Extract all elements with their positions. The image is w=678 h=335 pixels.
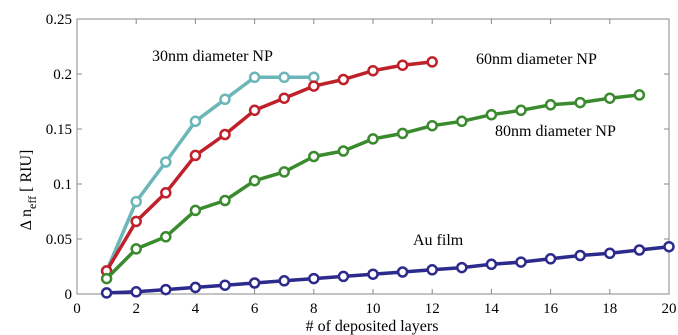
y-tick-label: 0 (65, 287, 73, 303)
x-axis-label: # of deposited layers (306, 318, 439, 335)
data-point (633, 89, 646, 101)
y-tick-label: 0.1 (53, 177, 72, 193)
x-tick-label: 16 (543, 301, 559, 317)
data-point (248, 71, 261, 84)
data-point (367, 64, 379, 77)
data-point (248, 104, 261, 117)
data-point (160, 231, 172, 243)
data-point (426, 56, 438, 68)
x-tick-label: 2 (132, 301, 140, 317)
x-tick-label: 12 (425, 301, 440, 317)
data-point (396, 266, 409, 278)
data-point (396, 127, 409, 140)
data-point (130, 286, 142, 298)
data-point (574, 249, 586, 262)
data-point (160, 156, 172, 168)
ticks: 0 2 4 6 8 10 12 14 16 18 20 0 0.05 0.1 0.15 0.2 0.25 (46, 12, 677, 317)
series-labels: 30nm diameter NP 60nm diameter NP 80nm d… (152, 48, 616, 249)
data-point (189, 281, 202, 294)
data-point (663, 240, 675, 253)
data-point (633, 244, 646, 256)
data-point (308, 80, 320, 92)
x-tick-label: 14 (484, 301, 500, 317)
data-point (278, 92, 290, 104)
data-point (219, 128, 231, 141)
series-label-60nm: 60nm diameter NP (476, 51, 597, 68)
data-point (130, 243, 142, 255)
data-point (278, 166, 290, 178)
x-tick-label: 6 (251, 301, 259, 317)
data-point (426, 264, 438, 276)
data-point (219, 194, 231, 207)
data-point (544, 253, 557, 265)
x-tick-label: 18 (602, 301, 617, 317)
x-tick-label: 10 (366, 301, 381, 317)
x-tick-label: 8 (310, 301, 318, 317)
series-label-au-film: Au film (413, 232, 464, 249)
data-point (456, 261, 468, 274)
y-tick-label: 0.25 (46, 12, 72, 28)
data-point (278, 71, 290, 84)
series-label-80nm: 80nm diameter NP (495, 123, 616, 140)
y-tick-label: 0.2 (53, 67, 72, 83)
series (100, 56, 675, 299)
data-point (100, 272, 113, 285)
data-point (515, 256, 527, 268)
data-point (544, 99, 557, 111)
data-point (396, 59, 409, 71)
y-axis-label-unit: [ RIU] (18, 150, 35, 192)
data-point (248, 277, 261, 289)
x-tick-label: 20 (662, 301, 677, 317)
data-point (367, 268, 379, 280)
data-point (189, 149, 202, 162)
series-0 (100, 71, 320, 277)
data-point (100, 287, 113, 299)
series-1 (100, 56, 438, 277)
series-2 (100, 89, 646, 285)
data-point (426, 119, 438, 132)
data-point (189, 115, 202, 128)
data-point (367, 133, 379, 145)
data-point (604, 92, 616, 104)
data-point (160, 283, 172, 296)
data-point (248, 174, 261, 187)
y-axis-label-sub: eff (25, 196, 39, 209)
data-point (189, 204, 202, 217)
data-point (485, 258, 498, 271)
data-point (337, 145, 350, 157)
x-tick-label: 4 (192, 301, 200, 317)
series-3 (100, 240, 675, 299)
y-axis-label-main: Δ n (18, 209, 35, 230)
y-tick-label: 0.15 (46, 122, 72, 138)
data-point (337, 73, 350, 86)
data-point (130, 195, 142, 208)
data-point (130, 215, 142, 228)
data-point (160, 187, 172, 199)
data-point (278, 275, 290, 287)
y-tick-label: 0.05 (46, 232, 72, 248)
data-point (485, 108, 498, 121)
data-point (515, 104, 527, 117)
data-point (456, 115, 468, 128)
data-point (219, 93, 231, 106)
data-point (308, 150, 320, 163)
data-point (574, 96, 586, 109)
y-axis-label-text: Δ neff [ RIU] (18, 150, 39, 231)
data-point (219, 279, 231, 291)
series-label-30nm: 30nm diameter NP (152, 48, 273, 65)
y-axis-label: Δ neff [ RIU] (18, 150, 39, 231)
data-point (337, 270, 350, 283)
x-tick-label: 0 (73, 301, 81, 317)
data-point (308, 272, 320, 285)
data-point (604, 247, 616, 260)
